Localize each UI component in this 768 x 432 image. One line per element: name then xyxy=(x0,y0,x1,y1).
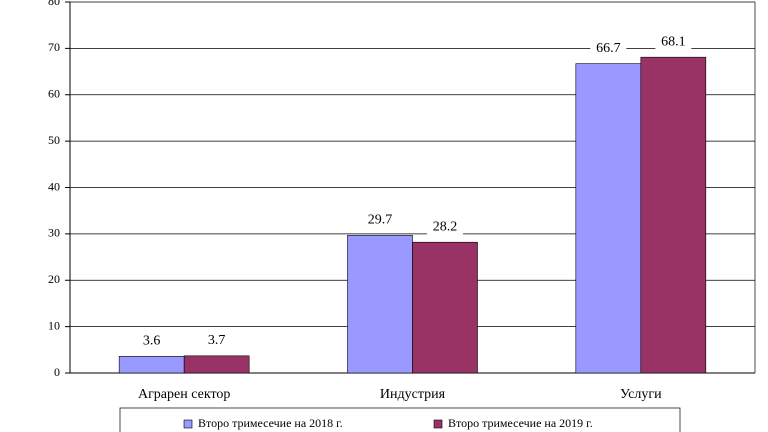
y-tick-label: 80 xyxy=(48,0,60,8)
y-tick-label: 10 xyxy=(48,318,60,332)
legend-swatch xyxy=(183,419,193,429)
legend-box xyxy=(119,407,681,432)
x-tick-label: Аграрен сектор xyxy=(138,387,230,402)
x-tick-label: Индустрия xyxy=(380,387,446,402)
label-bg xyxy=(133,332,170,351)
label-bg xyxy=(655,33,692,52)
x-tick-label: Услуги xyxy=(620,387,662,402)
bar xyxy=(347,234,413,374)
label-bg xyxy=(590,39,627,58)
y-tick-label: 50 xyxy=(48,133,60,147)
y-tick-label: 70 xyxy=(48,40,60,54)
label-bg xyxy=(198,331,235,350)
value-label: 28.2 xyxy=(433,219,458,234)
bar xyxy=(575,63,642,374)
bar xyxy=(118,356,185,374)
legend-label: Второ тримесечие на 2018 г. xyxy=(198,416,343,430)
y-tick-label: 0 xyxy=(54,365,60,379)
label-bg xyxy=(362,211,398,230)
y-tick-label: 40 xyxy=(48,179,60,193)
y-tick-label: 60 xyxy=(48,87,60,101)
bar xyxy=(183,355,250,374)
value-label: 3.7 xyxy=(208,333,226,348)
legend-label: Второ тримесечие на 2019 г. xyxy=(448,416,593,430)
y-tick-label: 20 xyxy=(48,272,60,286)
bar xyxy=(412,241,478,374)
y-tick-label: 30 xyxy=(48,226,60,240)
legend-swatch xyxy=(433,419,443,429)
value-label: 68.1 xyxy=(661,34,686,49)
value-label: 29.7 xyxy=(368,212,393,227)
bar xyxy=(640,56,707,374)
label-bg xyxy=(427,218,463,237)
value-label: 3.6 xyxy=(143,334,161,349)
value-label: 66.7 xyxy=(596,41,621,56)
